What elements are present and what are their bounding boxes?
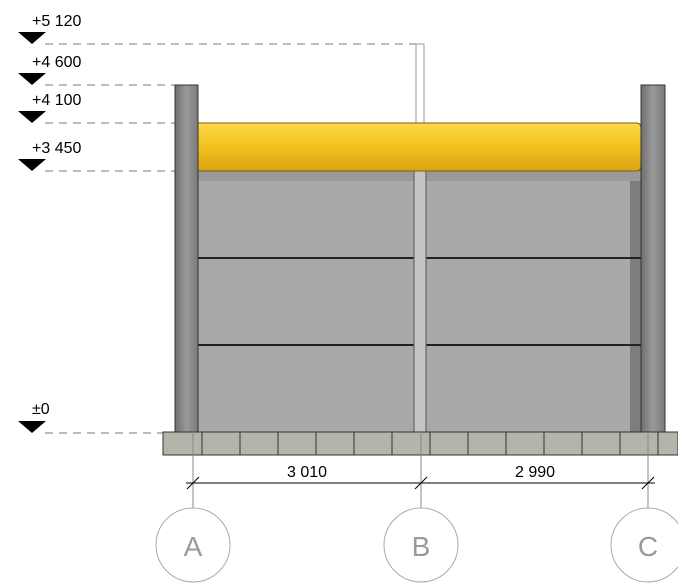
level-triangle xyxy=(18,32,46,44)
level-label: +5 120 xyxy=(32,13,81,30)
level-triangle xyxy=(18,159,46,171)
axis-bubble xyxy=(383,507,459,583)
axis-line xyxy=(192,432,649,520)
level-label: +4 600 xyxy=(32,54,81,71)
level-label: +3 450 xyxy=(32,140,81,157)
level-triangle xyxy=(18,421,46,433)
level-label: ±0 xyxy=(32,401,50,418)
level-markers: +5 120 +4 600 +4 100 +3 450 ±0 xyxy=(18,13,81,433)
level-triangle xyxy=(18,73,46,85)
block-joints xyxy=(201,432,659,455)
level-label: +4 100 xyxy=(32,92,81,109)
dimension-label: 2 990 xyxy=(515,464,555,481)
middle-post xyxy=(413,170,427,433)
column xyxy=(174,84,199,433)
axis-label: B xyxy=(412,531,431,562)
axis-bubble xyxy=(610,507,678,583)
axis-label: C xyxy=(638,531,658,562)
beam xyxy=(197,122,642,172)
column xyxy=(640,84,666,433)
wall-panel xyxy=(425,170,642,433)
dimension-label: 3 010 xyxy=(287,464,327,481)
dimension-ticks xyxy=(186,476,655,490)
axis-bubble xyxy=(155,507,231,583)
level-triangle xyxy=(18,111,46,123)
axis-label: A xyxy=(184,531,203,562)
wall-panel xyxy=(197,170,415,433)
panel-shadow xyxy=(630,171,641,432)
